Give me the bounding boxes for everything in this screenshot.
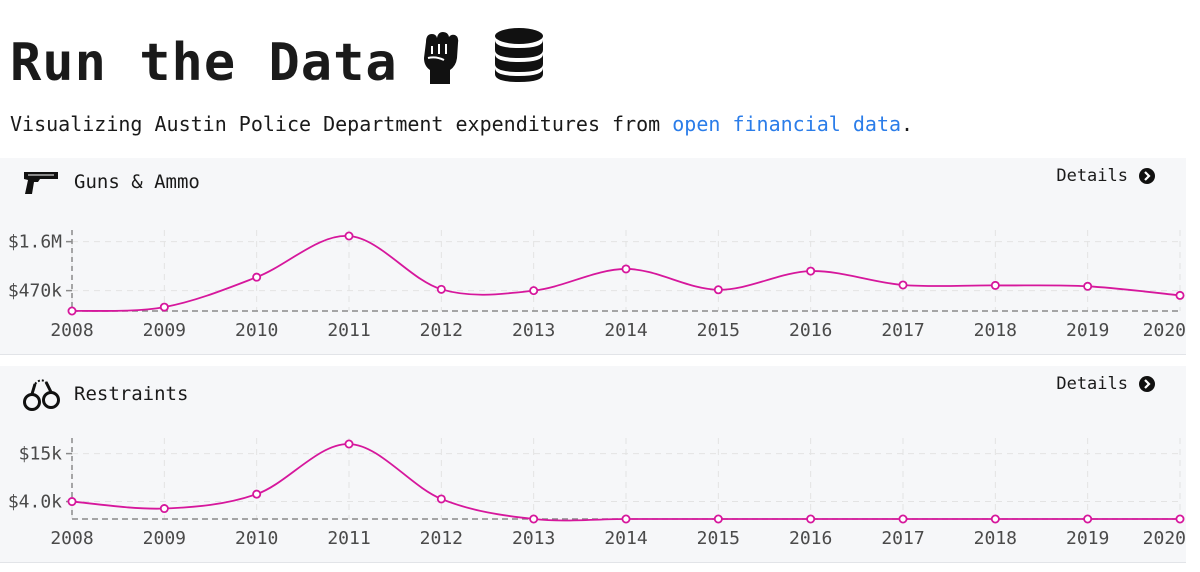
details-button[interactable]: Details [1056, 374, 1156, 394]
title-icons [420, 28, 544, 86]
x-tick-label: 2017 [881, 320, 924, 341]
details-button[interactable]: Details [1056, 166, 1156, 186]
panel-title: Restraints [74, 383, 189, 405]
details-label: Details [1056, 374, 1128, 394]
line-chart: $4.0k $15k 2008 2009 2010 2011 2012 2013 2014 201… [8, 438, 1186, 549]
data-point[interactable] [344, 439, 354, 449]
x-tick-label: 2014 [604, 528, 647, 549]
x-tick-label: 2014 [604, 320, 647, 341]
chevron-circle-right-icon [1139, 168, 1155, 184]
x-tick-label: 2018 [974, 320, 1017, 341]
chart-panel-guns-ammo: Guns & Ammo Details $470k $1.6M 2008 2009 20… [0, 158, 1186, 355]
x-tick-label: 2008 [50, 528, 93, 549]
x-tick-label: 2019 [1066, 528, 1109, 549]
line-chart: $470k $1.6M 2008 2009 2010 2011 2012 2013 2014 20… [8, 230, 1186, 341]
data-point[interactable] [621, 264, 631, 274]
data-point[interactable] [67, 306, 77, 316]
page-title: Run the Data [10, 28, 544, 98]
subtitle-prefix: Visualizing Austin Police Department exp… [10, 112, 673, 136]
x-tick-label: 2009 [143, 320, 186, 341]
data-point[interactable] [1175, 514, 1185, 524]
data-point[interactable] [713, 514, 723, 524]
data-point[interactable] [898, 514, 908, 524]
data-point[interactable] [806, 266, 816, 276]
x-tick-label: 2017 [881, 528, 924, 549]
x-tick-label: 2015 [697, 528, 740, 549]
data-point[interactable] [898, 280, 908, 290]
x-tick-label: 2016 [789, 320, 832, 341]
x-tick-label: 2013 [512, 320, 555, 341]
data-point[interactable] [1083, 514, 1093, 524]
data-point[interactable] [529, 286, 539, 296]
handcuffs-icon [23, 379, 60, 411]
x-tick-label: 2020 [1143, 320, 1186, 341]
x-tick-label: 2011 [327, 528, 370, 549]
x-tick-label: 2012 [420, 320, 463, 341]
data-point[interactable] [990, 280, 1000, 290]
y-tick-label: $15k [19, 444, 63, 465]
x-tick-label: 2018 [974, 528, 1017, 549]
data-point[interactable] [529, 514, 539, 524]
page-title-text: Run the Data [10, 33, 398, 93]
chart-panel-restraints: Restraints Details $4.0k $15k 2008 2009 2010… [0, 366, 1186, 563]
x-tick-label: 2008 [50, 320, 93, 341]
raised-fist-icon [423, 32, 458, 84]
details-label: Details [1056, 166, 1128, 186]
grid [71, 438, 1181, 519]
data-point[interactable] [344, 231, 354, 241]
y-tick-label: $4.0k [8, 492, 62, 513]
panel-header: Restraints [22, 376, 188, 412]
data-point[interactable] [159, 504, 169, 514]
x-tick-label: 2012 [420, 528, 463, 549]
data-point[interactable] [990, 514, 1000, 524]
x-tick-label: 2011 [327, 320, 370, 341]
data-point[interactable] [159, 302, 169, 312]
y-tick-label: $1.6M [8, 232, 62, 253]
database-icon [494, 28, 543, 82]
subtitle: Visualizing Austin Police Department exp… [10, 108, 913, 140]
panel-header: Guns & Ammo [22, 168, 200, 196]
x-tick-label: 2019 [1066, 320, 1109, 341]
data-point[interactable] [67, 497, 77, 507]
x-tick-label: 2016 [789, 528, 832, 549]
x-tick-label: 2013 [512, 528, 555, 549]
subtitle-suffix: . [901, 112, 914, 136]
data-point[interactable] [1175, 290, 1185, 300]
data-point[interactable] [621, 514, 631, 524]
open-data-link[interactable]: open financial data [672, 112, 902, 136]
data-point[interactable] [713, 285, 723, 295]
x-tick-label: 2010 [235, 320, 278, 341]
pistol-icon [24, 172, 58, 194]
panel-title: Guns & Ammo [74, 171, 200, 193]
data-point[interactable] [1083, 281, 1093, 291]
data-point[interactable] [436, 284, 446, 294]
x-tick-label: 2009 [143, 528, 186, 549]
chevron-circle-right-icon [1139, 376, 1155, 392]
x-tick-label: 2020 [1143, 528, 1186, 549]
data-point[interactable] [252, 489, 262, 499]
x-tick-label: 2010 [235, 528, 278, 549]
data-point[interactable] [436, 494, 446, 504]
y-tick-label: $470k [8, 281, 62, 302]
data-point[interactable] [252, 272, 262, 282]
data-point[interactable] [806, 514, 816, 524]
x-tick-label: 2015 [697, 320, 740, 341]
